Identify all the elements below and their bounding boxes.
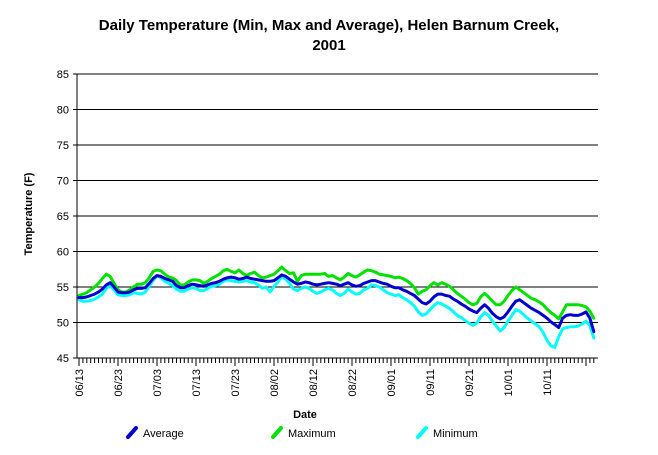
y-tick-label: 75 [57, 140, 69, 152]
legend-swatch-average [126, 426, 138, 439]
x-tick-label: 07/23 [230, 369, 242, 397]
chart-title-line2: 2001 [312, 37, 345, 54]
legend-swatch-minimum [416, 426, 428, 439]
legend-label-minimum: Minimum [433, 428, 478, 440]
series-line-average [77, 273, 596, 334]
y-tick-label: 80 [57, 105, 69, 117]
series-line-maximum [77, 265, 596, 321]
y-axis-title: Temperature (F) [23, 172, 35, 255]
y-tick-label: 45 [57, 353, 69, 365]
y-tick-label: 70 [57, 176, 69, 188]
x-tick-label: 08/12 [308, 369, 320, 397]
chart-title-line1: Daily Temperature (Min, Max and Average)… [99, 17, 559, 34]
x-tick-label: 08/22 [347, 369, 359, 397]
gridlines [77, 73, 598, 323]
legend-swatch-maximum [271, 426, 283, 439]
y-tick-label: 50 [57, 318, 69, 330]
x-tick-label: 09/21 [464, 369, 476, 397]
data-series [77, 265, 596, 349]
x-tick-label: 10/01 [503, 369, 515, 397]
x-tick-label: 09/01 [386, 369, 398, 397]
series-line-minimum [77, 274, 596, 349]
legend-label-maximum: Maximum [288, 428, 336, 440]
legend-label-average: Average [143, 428, 184, 440]
x-tick-label: 09/11 [425, 369, 437, 396]
x-tick-label: 07/13 [191, 369, 203, 397]
x-tick-label: 06/13 [74, 369, 86, 397]
x-tick-label: 08/02 [269, 369, 281, 397]
y-tick-label: 60 [57, 247, 69, 259]
x-tick-label: 07/03 [152, 369, 164, 397]
y-tick-labels: 45 50 55 60 65 70 75 80 85 [57, 69, 69, 365]
axes [73, 73, 598, 366]
y-tick-label: 65 [57, 211, 69, 223]
legend: Average Maximum Minimum [126, 426, 478, 440]
x-tick-label: 10/11 [542, 369, 554, 396]
x-tick-labels: 06/13 06/23 07/03 07/13 07/23 08/02 08/12 08/22… [74, 369, 554, 397]
y-tick-label: 85 [57, 69, 69, 81]
x-axis-title: Date [293, 409, 317, 421]
y-tick-label: 55 [57, 282, 69, 294]
x-tick-label: 06/23 [113, 369, 125, 397]
